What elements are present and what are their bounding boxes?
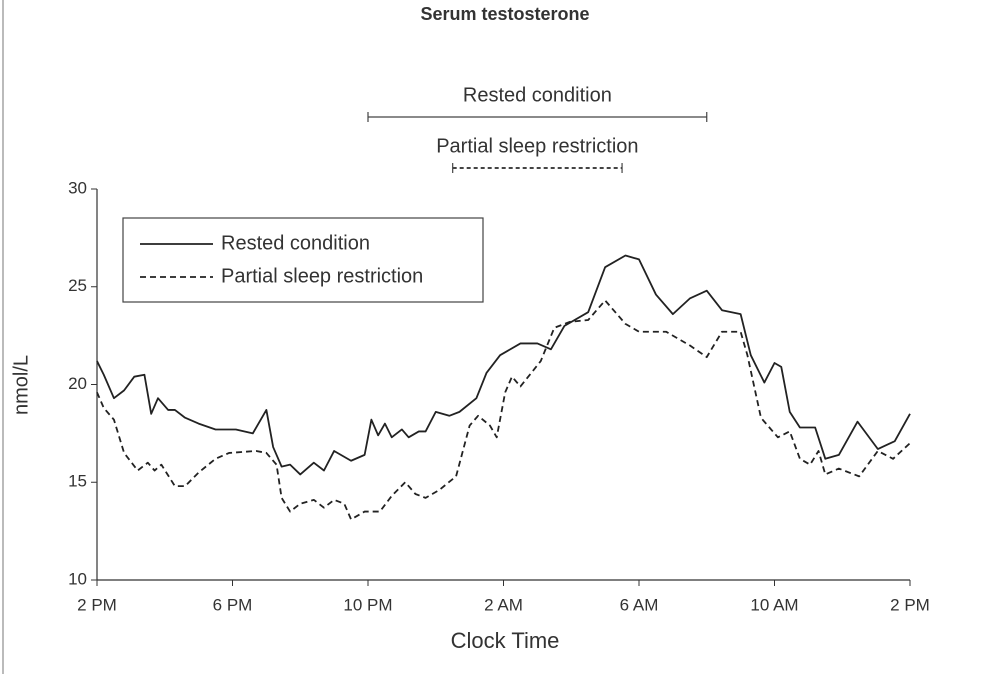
x-tick-label: 6 AM	[620, 595, 659, 614]
y-tick-label: 15	[68, 472, 87, 491]
y-tick-label: 25	[68, 276, 87, 295]
x-tick-label: 6 PM	[213, 595, 253, 614]
x-tick-label: 2 PM	[890, 595, 930, 614]
y-tick-label: 10	[68, 569, 87, 588]
y-axis-label: nmol/L	[10, 355, 32, 415]
data-line	[96, 254, 911, 476]
y-tick-label: 20	[68, 374, 87, 393]
legend-label: Partial sleep restriction	[221, 265, 423, 287]
annotation-label: Rested condition	[463, 84, 612, 106]
legend-label: Rested condition	[221, 232, 370, 254]
annotation-label: Partial sleep restriction	[436, 135, 638, 157]
x-axis-label: Clock Time	[451, 628, 560, 653]
y-tick-label: 30	[68, 178, 87, 197]
data-line	[96, 299, 911, 521]
x-tick-label: 10 AM	[750, 595, 798, 614]
legend-box	[122, 217, 484, 303]
chart-title: Serum testosterone	[420, 4, 589, 24]
x-tick-label: 10 PM	[343, 595, 392, 614]
x-tick-label: 2 PM	[77, 595, 117, 614]
x-tick-label: 2 AM	[484, 595, 523, 614]
